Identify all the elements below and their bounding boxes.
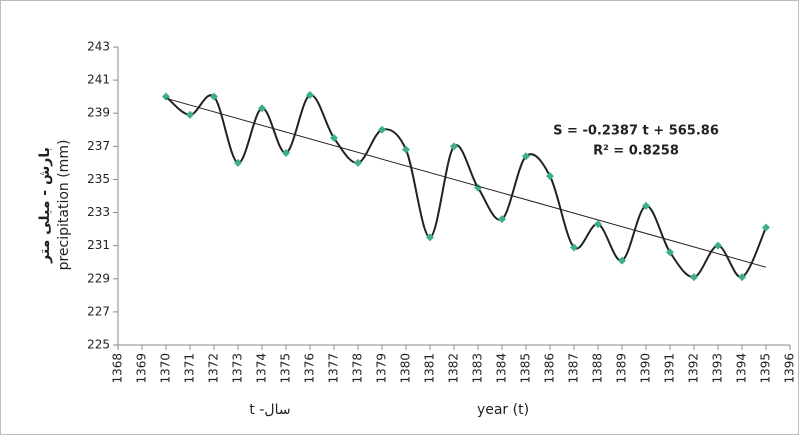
x-tick-label: 1384 — [495, 353, 509, 384]
x-tick-label: 1372 — [207, 353, 221, 384]
marker — [522, 152, 530, 161]
marker — [234, 158, 242, 167]
marker — [450, 142, 458, 151]
marker — [426, 233, 434, 242]
marker — [210, 92, 218, 101]
x-tick-label: 1396 — [783, 353, 797, 384]
marker — [642, 201, 650, 210]
x-tick-label: 1378 — [351, 353, 365, 384]
marker — [306, 91, 314, 100]
x-tick-label: 1390 — [639, 353, 653, 384]
x-tick-label: 1391 — [663, 353, 677, 384]
x-tick-label: 1373 — [231, 353, 245, 384]
marker — [402, 145, 410, 154]
x-tick-label: 1386 — [543, 353, 557, 384]
x-label-fa: سال- t — [249, 402, 290, 418]
x-tick-label: 1371 — [183, 353, 197, 384]
y-tick-label: 229 — [87, 271, 110, 285]
x-tick-label: 1387 — [567, 353, 581, 384]
x-tick-label: 1385 — [519, 353, 533, 384]
y-tick-label: 243 — [87, 40, 110, 54]
x-tick-label: 1374 — [255, 353, 269, 384]
y-tick-label: 239 — [87, 106, 110, 120]
x-tick-label: 1393 — [711, 353, 725, 384]
marker — [258, 104, 266, 113]
x-tick-label: 1370 — [159, 353, 173, 384]
x-tick-label: 1382 — [447, 353, 461, 384]
marker — [378, 125, 386, 134]
y-tick-label: 233 — [87, 205, 110, 219]
marker — [618, 256, 626, 265]
x-tick-label: 1368 — [111, 353, 125, 384]
marker — [546, 172, 554, 181]
marker — [186, 110, 194, 119]
y-tick-label: 241 — [87, 73, 110, 87]
marker — [498, 215, 506, 224]
y-tick-label: 227 — [87, 304, 110, 318]
y-tick-label: 235 — [87, 172, 110, 186]
y-label-fa: بارش - میلی متر — [37, 147, 53, 264]
x-tick-label: 1388 — [591, 353, 605, 384]
x-label-en: year (t) — [477, 402, 529, 418]
y-tick-label: 231 — [87, 238, 110, 252]
marker — [738, 273, 746, 282]
trendline — [165, 97, 767, 268]
marker — [690, 273, 698, 282]
x-tick-label: 1380 — [399, 353, 413, 384]
y-label-en: precipitation (mm) — [56, 140, 72, 271]
marker — [354, 158, 362, 167]
marker — [570, 243, 578, 252]
x-tick-label: 1375 — [279, 353, 293, 384]
x-tick-label: 1369 — [135, 353, 149, 384]
marker — [330, 134, 338, 143]
x-tick-label: 1394 — [735, 353, 749, 384]
x-tick-label: 1377 — [327, 353, 341, 384]
x-tick-label: 1381 — [423, 353, 437, 384]
x-tick-label: 1395 — [759, 353, 773, 384]
x-tick-label: 1383 — [471, 353, 485, 384]
marker — [594, 220, 602, 229]
x-tick-label: 1379 — [375, 353, 389, 384]
trend-equation: S = -0.2387 t + 565.86 — [553, 124, 719, 139]
r-squared: R² = 0.8258 — [593, 144, 679, 159]
y-tick-label: 225 — [87, 338, 110, 352]
marker — [762, 223, 770, 232]
x-tick-label: 1392 — [687, 353, 701, 384]
x-tick-label: 1389 — [615, 353, 629, 384]
marker — [666, 248, 674, 257]
marker — [714, 241, 722, 250]
y-tick-label: 237 — [87, 139, 110, 153]
marker — [282, 148, 290, 157]
x-tick-label: 1376 — [303, 353, 317, 384]
